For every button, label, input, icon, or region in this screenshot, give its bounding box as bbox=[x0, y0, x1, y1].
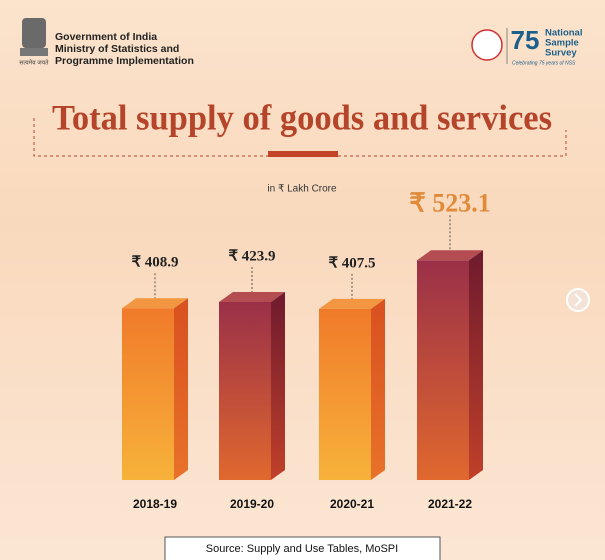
value-label: ₹ 407.5 bbox=[328, 255, 375, 271]
bar-side bbox=[271, 291, 285, 480]
header-text: Programme Implementation bbox=[55, 55, 194, 67]
value-label: ₹ 408.9 bbox=[131, 255, 178, 271]
bar bbox=[417, 250, 483, 480]
logo-text: National bbox=[545, 28, 582, 39]
bar-front bbox=[417, 260, 469, 480]
value-label: ₹ 423.9 bbox=[228, 248, 275, 264]
chart-title: Total supply of goods and services bbox=[52, 97, 552, 137]
source-box bbox=[164, 536, 441, 560]
bar-side bbox=[469, 250, 483, 480]
bar-top bbox=[417, 250, 483, 261]
x-tick-label: 2020-21 bbox=[330, 497, 374, 511]
x-tick-label: 2018-19 bbox=[133, 497, 177, 511]
nss-logo bbox=[471, 29, 503, 61]
bar-front bbox=[319, 308, 371, 480]
header-text: Ministry of Statistics and bbox=[55, 43, 179, 55]
bar-side bbox=[371, 298, 385, 480]
bar-top bbox=[319, 298, 385, 309]
next-button[interactable] bbox=[566, 288, 590, 312]
value-label: ₹ 523.1 bbox=[409, 188, 491, 217]
logo-tagline: Celebrating 75 years of NSS bbox=[512, 60, 576, 66]
title-underline bbox=[268, 151, 338, 157]
bar-top bbox=[122, 298, 188, 309]
bar bbox=[122, 298, 188, 480]
motto: सत्यमेव जयते bbox=[19, 59, 49, 67]
bar bbox=[319, 298, 385, 480]
logo-text: Survey bbox=[545, 48, 577, 59]
bar-side bbox=[174, 298, 188, 480]
logo-text: Sample bbox=[545, 38, 579, 49]
bar-front bbox=[219, 301, 271, 480]
x-tick-label: 2019-20 bbox=[230, 497, 274, 511]
logo-number: 75 bbox=[511, 25, 540, 55]
header-text: Government of India bbox=[55, 31, 157, 43]
bar-front bbox=[122, 308, 174, 480]
title-frame bbox=[33, 118, 567, 157]
chart-subtitle: in ₹ Lakh Crore bbox=[267, 184, 337, 195]
bar bbox=[219, 291, 285, 480]
emblem: सत्यमेव जयते bbox=[19, 18, 49, 67]
source: Source: Supply and Use Tables, MoSPI bbox=[206, 543, 398, 555]
bar-top bbox=[219, 291, 285, 302]
x-tick-label: 2021-22 bbox=[428, 497, 472, 511]
